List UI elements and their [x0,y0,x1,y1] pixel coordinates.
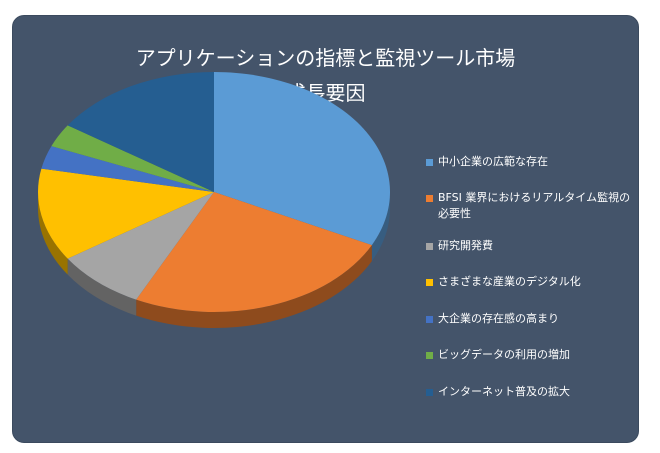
legend-swatch [426,195,433,202]
pie-slices [38,72,390,312]
legend-swatch [426,352,433,359]
legend-swatch [426,159,433,166]
legend-item: BFSI 業界におけるリアルタイム監視の必要性 [426,190,631,222]
legend-swatch [426,316,433,323]
legend-item: さまざまな産業のデジタル化 [426,274,631,290]
legend-label: 中小企業の広範な存在 [438,155,548,168]
legend-item: 中小企業の広範な存在 [426,154,631,170]
pie-slice [136,192,372,312]
pie-slice [67,72,214,192]
legend-item: インターネット普及の拡大 [426,384,631,400]
pie-slice-side [371,192,390,262]
pie-slice [41,146,214,192]
legend-item: 研究開発費 [426,238,631,254]
chart-title-line-1: アプリケーションの指標と監視ツール市場 [135,46,516,70]
chart-card: アプリケーションの指標と監視ツール市場 成長要因 中小企業の広範な存在 BFSI… [12,15,639,443]
pie-slice-side [136,245,372,328]
legend-label: 研究開発費 [438,239,493,252]
legend-label: インターネット普及の拡大 [438,385,570,398]
legend-label: さまざまな産業のデジタル化 [438,275,581,288]
legend-item: ビッグデータの利用の増加 [426,347,631,363]
pie-chart [38,72,390,328]
legend-swatch [426,279,433,286]
legend-label: ビッグデータの利用の増加 [438,348,570,361]
legend-item: 大企業の存在感の高まり [426,311,631,327]
pie-slice [38,168,215,259]
pie-slice-side [67,258,137,316]
legend-swatch [426,389,433,396]
legend-label: 大企業の存在感の高まり [438,312,559,325]
pie-slice [67,192,214,300]
legend-swatch [426,243,433,250]
pie-slice [51,125,214,192]
pie-depth [38,192,390,328]
pie-slice [214,72,390,246]
legend-label: BFSI 業界におけるリアルタイム監視の必要性 [438,191,631,220]
pie-slice-side [38,192,68,275]
